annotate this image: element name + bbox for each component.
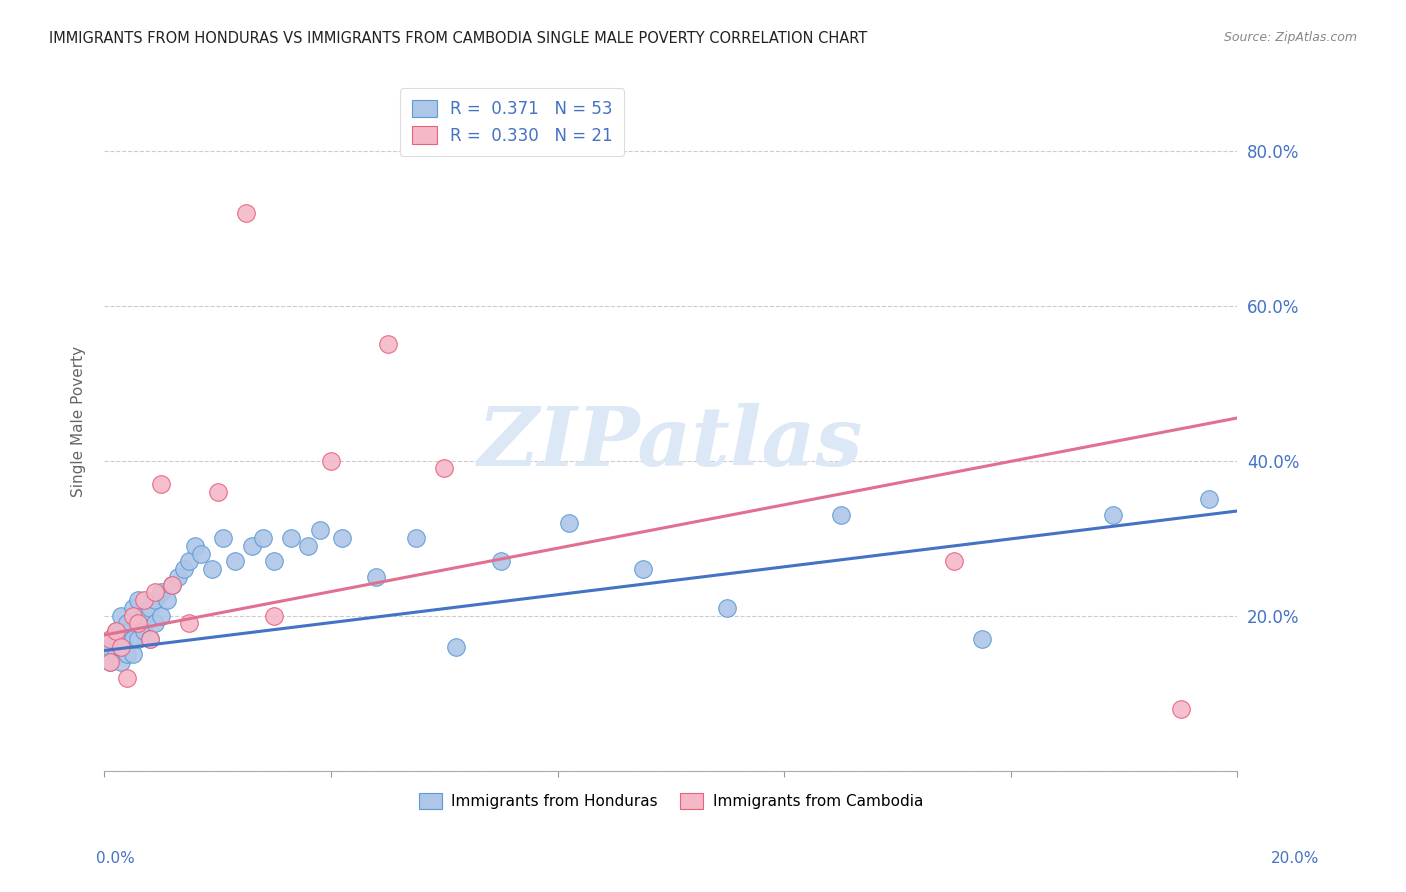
Point	[143, 616, 166, 631]
Point	[433, 461, 456, 475]
Point	[132, 608, 155, 623]
Point	[179, 616, 201, 631]
Point	[98, 640, 121, 654]
Point	[121, 632, 143, 646]
Point	[149, 608, 172, 623]
Text: Source: ZipAtlas.com: Source: ZipAtlas.com	[1223, 31, 1357, 45]
Point	[138, 600, 160, 615]
Point	[127, 632, 149, 646]
Point	[235, 205, 257, 219]
Point	[240, 539, 263, 553]
Point	[162, 577, 184, 591]
Point	[138, 632, 160, 646]
Text: IMMIGRANTS FROM HONDURAS VS IMMIGRANTS FROM CAMBODIA SINGLE MALE POVERTY CORRELA: IMMIGRANTS FROM HONDURAS VS IMMIGRANTS F…	[49, 31, 868, 46]
Point	[156, 593, 179, 607]
Point	[224, 554, 246, 568]
Point	[631, 562, 654, 576]
Point	[184, 539, 207, 553]
Point	[110, 624, 132, 639]
Point	[162, 577, 184, 591]
Point	[319, 453, 342, 467]
Point	[115, 648, 138, 662]
Point	[98, 632, 121, 646]
Point	[201, 562, 224, 576]
Point	[207, 484, 229, 499]
Point	[308, 524, 330, 538]
Point	[104, 632, 127, 646]
Point	[121, 648, 143, 662]
Point	[190, 547, 212, 561]
Point	[149, 476, 172, 491]
Point	[132, 593, 155, 607]
Text: ZIPatlas: ZIPatlas	[478, 403, 863, 483]
Point	[179, 554, 201, 568]
Point	[1101, 508, 1123, 522]
Point	[98, 655, 121, 669]
Point	[263, 554, 285, 568]
Point	[1170, 701, 1192, 715]
Point	[127, 593, 149, 607]
Point	[110, 655, 132, 669]
Point	[280, 531, 302, 545]
Point	[943, 554, 966, 568]
Point	[263, 608, 285, 623]
Point	[121, 600, 143, 615]
Point	[297, 539, 319, 553]
Point	[104, 624, 127, 639]
Point	[115, 671, 138, 685]
Point	[330, 531, 353, 545]
Point	[405, 531, 427, 545]
Point	[173, 562, 195, 576]
Point	[143, 585, 166, 599]
Y-axis label: Single Male Poverty: Single Male Poverty	[72, 346, 86, 498]
Point	[127, 616, 149, 631]
Point	[98, 655, 121, 669]
Point	[110, 640, 132, 654]
Legend: Immigrants from Honduras, Immigrants from Cambodia: Immigrants from Honduras, Immigrants fro…	[413, 787, 929, 815]
Point	[143, 593, 166, 607]
Text: 0.0%: 0.0%	[96, 851, 135, 865]
Point	[110, 640, 132, 654]
Point	[830, 508, 852, 522]
Point	[972, 632, 994, 646]
Text: 20.0%: 20.0%	[1271, 851, 1319, 865]
Point	[212, 531, 235, 545]
Point	[104, 624, 127, 639]
Point	[138, 632, 160, 646]
Point	[149, 585, 172, 599]
Point	[115, 616, 138, 631]
Point	[121, 608, 143, 623]
Point	[489, 554, 512, 568]
Point	[716, 600, 738, 615]
Point	[558, 516, 581, 530]
Point	[366, 570, 388, 584]
Point	[377, 337, 399, 351]
Point	[104, 648, 127, 662]
Point	[444, 640, 467, 654]
Point	[252, 531, 274, 545]
Point	[110, 608, 132, 623]
Point	[127, 616, 149, 631]
Point	[132, 624, 155, 639]
Point	[167, 570, 190, 584]
Point	[1198, 492, 1220, 507]
